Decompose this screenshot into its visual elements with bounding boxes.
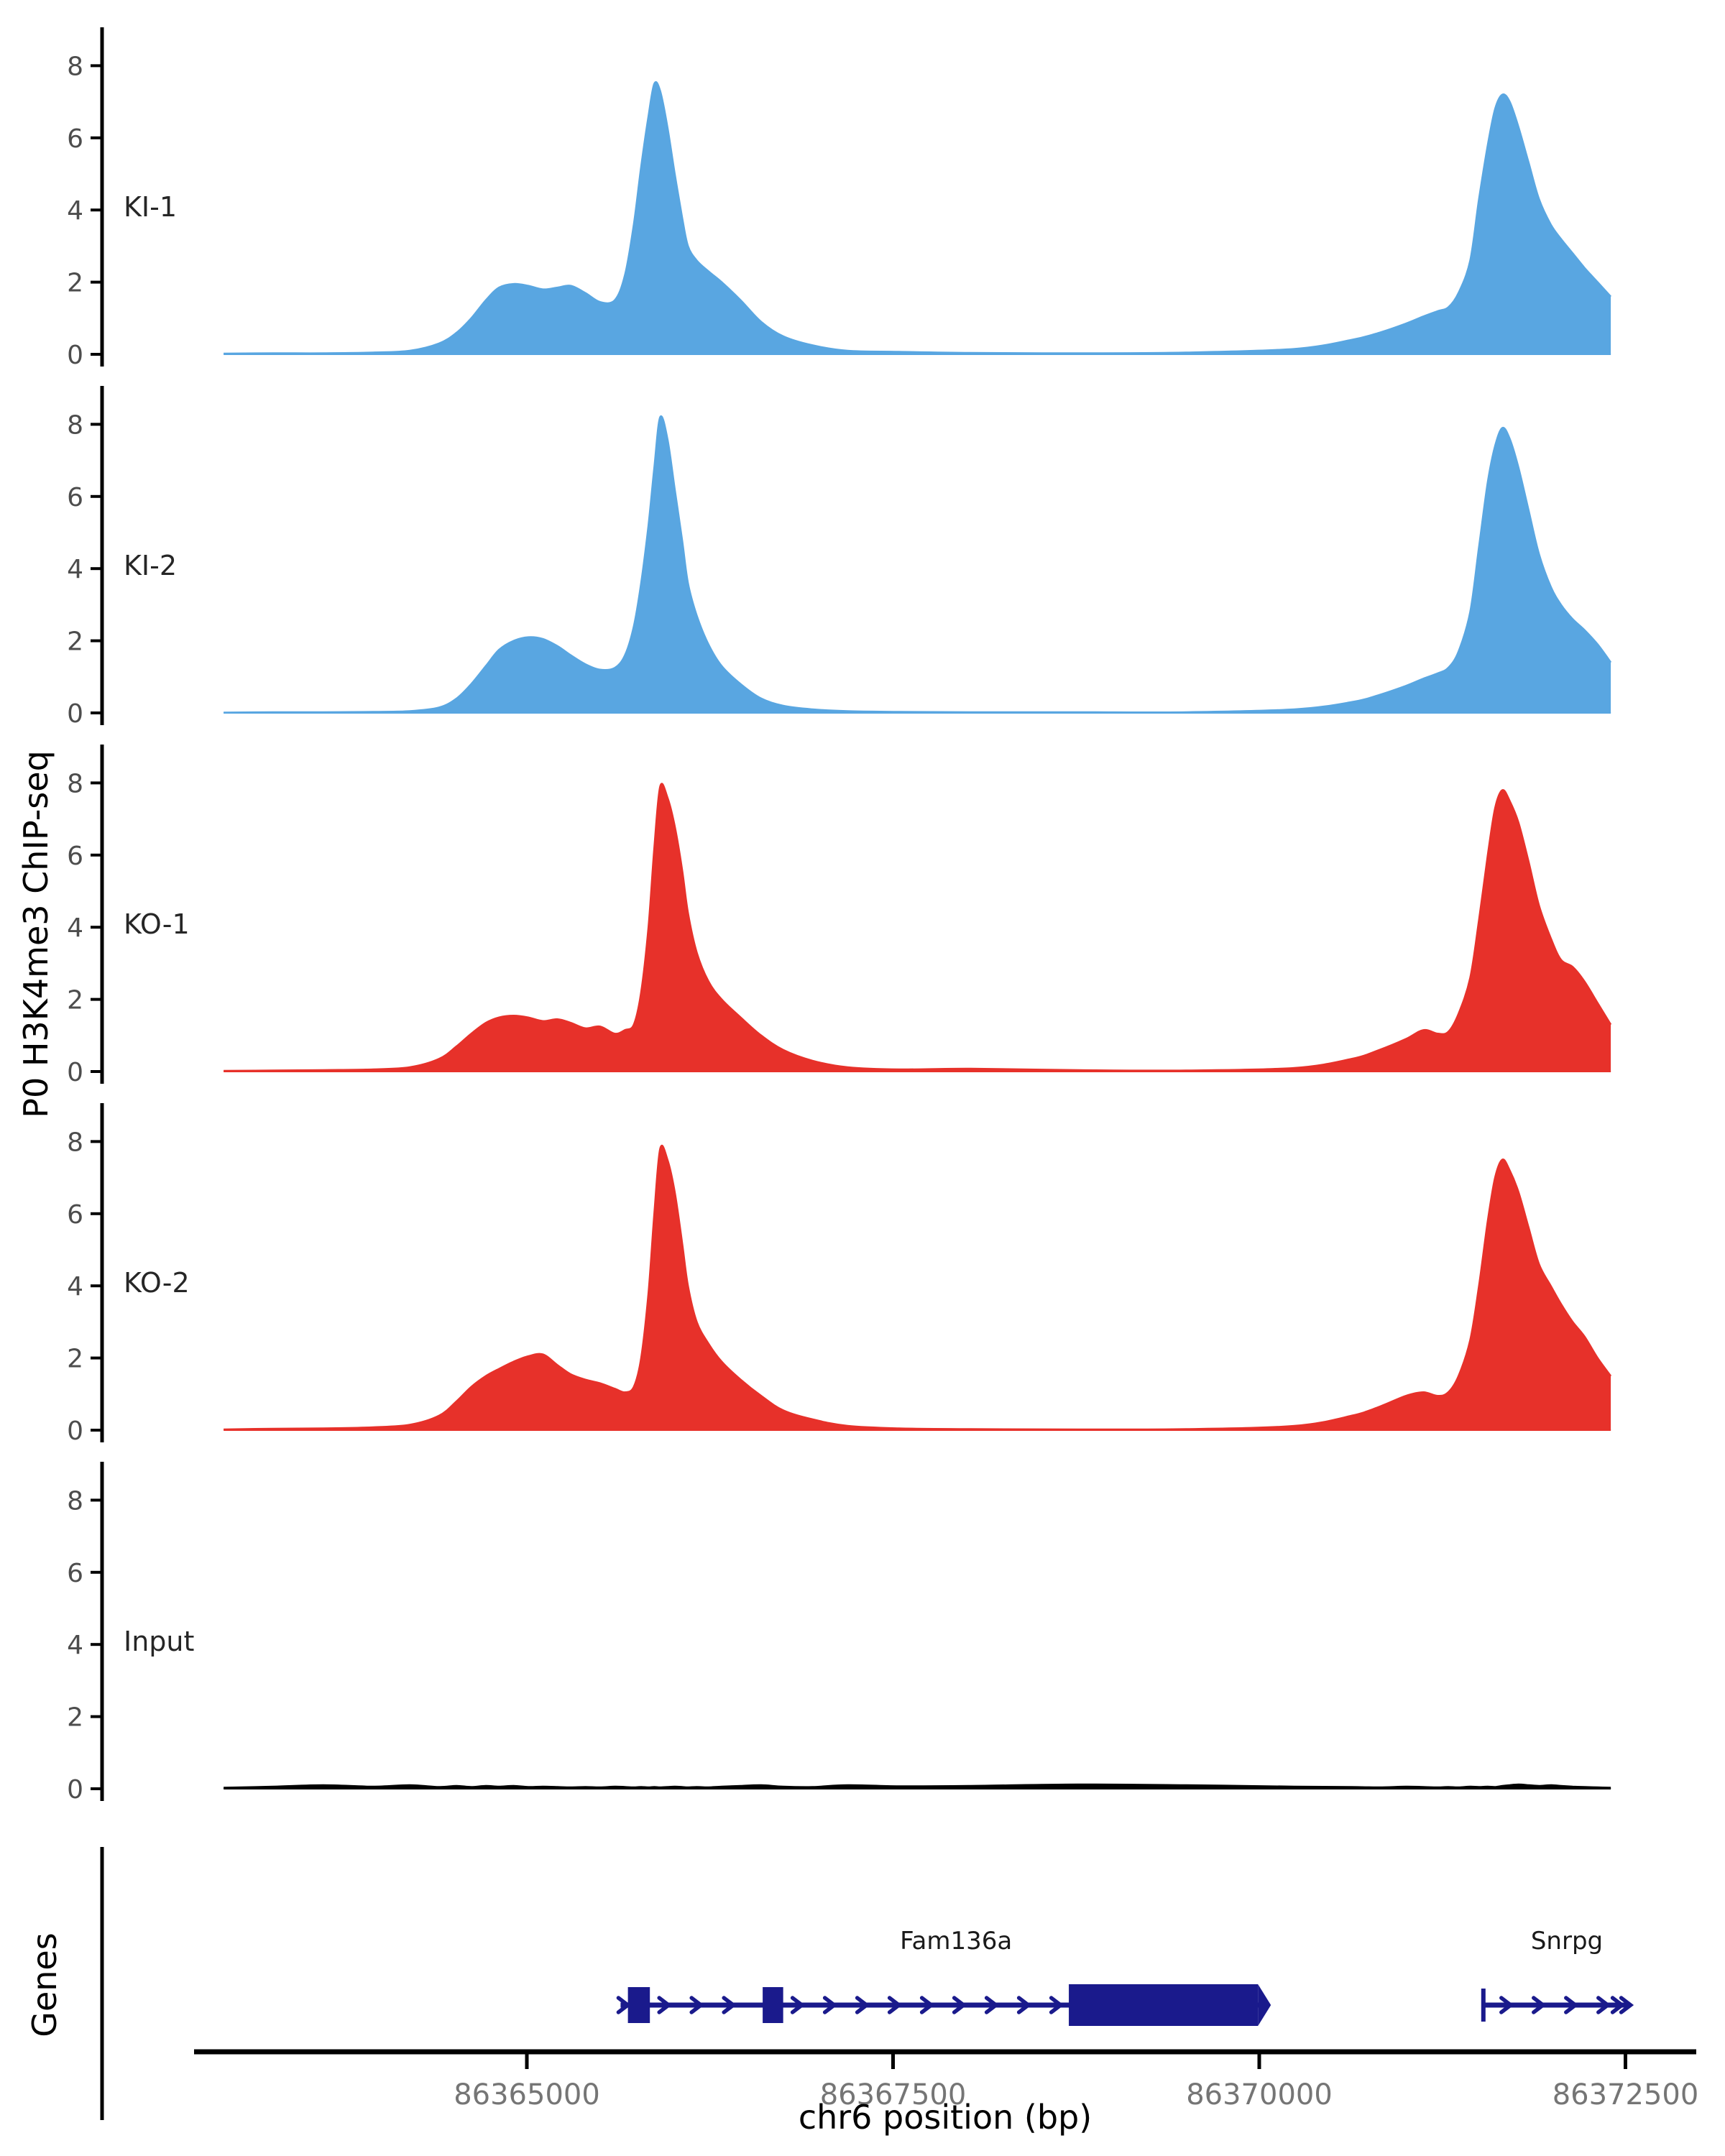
gene-label: Snrpg	[1531, 1927, 1603, 1955]
y-tick-label: 4	[67, 196, 83, 226]
y-tick-label: 2	[67, 627, 83, 657]
coverage-outline	[224, 1783, 1611, 1789]
coverage-outline	[224, 783, 1612, 1072]
x-tick-label: 86370000	[1186, 2078, 1333, 2111]
gene-exon	[763, 1987, 783, 2023]
y-tick-label: 0	[67, 1775, 83, 1805]
strand-arrow-icon	[1049, 1996, 1064, 2014]
gene-exon	[1069, 1984, 1259, 2026]
y-tick-label: 2	[67, 1703, 83, 1733]
y-tick-label: 8	[67, 1128, 83, 1157]
y-tick-label: 6	[67, 1559, 83, 1588]
track-KI-1: 0 2 4 6 8 KI-1	[67, 27, 1612, 370]
gene-Snrpg: Snrpg	[1481, 1927, 1634, 2022]
x-axis-title: chr6 position (bp)	[799, 2098, 1092, 2137]
y-tick-label: 4	[67, 913, 83, 943]
gene-exon	[627, 1987, 650, 2023]
strand-arrow-icon	[1610, 1996, 1626, 2014]
y-tick-label: 2	[67, 986, 83, 1015]
track-label: KO-2	[124, 1267, 190, 1299]
track-KI-2: 0 2 4 6 8 KI-2	[67, 386, 1612, 729]
strand-arrow-icon	[790, 1996, 806, 2014]
track-Input: 0 2 4 6 8 Input	[67, 1462, 1611, 1805]
track-label: Input	[124, 1626, 194, 1657]
y-tick-label: 6	[67, 842, 83, 871]
y-tick-label: 4	[67, 1272, 83, 1302]
y-tick-label: 0	[67, 1058, 83, 1087]
strand-arrow-icon	[1619, 1996, 1634, 2014]
x-tick-label: 86367500	[820, 2078, 967, 2111]
strand-arrow-icon	[1564, 1996, 1579, 2014]
genes-panel-label: Genes	[25, 1932, 64, 2037]
strand-arrow-icon	[722, 1996, 737, 2014]
coverage-tracks-layer: 0 2 4 6 8 KI-1 0 2 4 6 8 KI-2 0 2 4 6 8 KO-1 0 2 4 6 8 KO-2 0 2 4 6…	[67, 27, 1612, 1805]
y-tick-label: 6	[67, 1200, 83, 1230]
coverage-area	[224, 416, 1611, 713]
y-axis-title: P0 H3K4me3 ChIP-seq	[17, 750, 55, 1118]
strand-arrow-icon	[952, 1996, 967, 2014]
track-KO-2: 0 2 4 6 8 KO-2	[67, 1103, 1612, 1446]
gene-label: Fam136a	[900, 1927, 1012, 1955]
y-tick-label: 8	[67, 410, 83, 440]
track-label: KI-1	[124, 191, 177, 223]
strand-arrow-icon	[1596, 1996, 1611, 2014]
strand-arrow-icon	[887, 1996, 903, 2014]
genes-panel-layer: Fam136a Snrpg	[100, 1847, 1634, 2120]
y-tick-label: 8	[67, 769, 83, 798]
y-tick-label: 4	[67, 1631, 83, 1660]
track-label: KI-2	[124, 550, 177, 581]
y-tick-label: 2	[67, 1345, 83, 1374]
x-tick-label: 86365000	[454, 2078, 600, 2111]
gene-start-bar	[1481, 1989, 1486, 2022]
strand-arrow-icon	[1016, 1996, 1032, 2014]
strand-arrow-icon	[616, 1996, 631, 2014]
y-tick-label: 2	[67, 269, 83, 298]
x-tick-label: 86372500	[1552, 2078, 1699, 2111]
coverage-area	[224, 1146, 1611, 1430]
coverage-area	[224, 783, 1611, 1072]
coverage-outline	[224, 80, 1612, 355]
track-label: KO-1	[124, 908, 190, 940]
y-tick-label: 6	[67, 483, 83, 512]
y-tick-label: 0	[67, 341, 83, 370]
x-axis-layer: 86365000 86367500 86370000 86372500	[194, 2049, 1699, 2111]
strand-arrow-icon	[822, 1996, 838, 2014]
track-KO-1: 0 2 4 6 8 KO-1	[67, 745, 1612, 1087]
y-tick-label: 6	[67, 124, 83, 154]
gene-exon-tip	[1258, 1984, 1271, 2026]
strand-arrow-icon	[919, 1996, 935, 2014]
strand-arrow-icon	[855, 1996, 870, 2014]
y-tick-label: 8	[67, 52, 83, 81]
coverage-outline	[224, 415, 1612, 714]
strand-arrow-icon	[657, 1996, 672, 2014]
y-tick-label: 8	[67, 1486, 83, 1516]
strand-arrow-icon	[1499, 1996, 1514, 2014]
y-tick-label: 0	[67, 1416, 83, 1446]
coverage-area	[224, 82, 1611, 355]
strand-arrow-icon	[1532, 1996, 1547, 2014]
coverage-outline	[224, 1144, 1612, 1431]
gene-Fam136a: Fam136a	[616, 1927, 1271, 2026]
y-tick-label: 4	[67, 555, 83, 584]
strand-arrow-icon	[984, 1996, 1000, 2014]
y-tick-label: 0	[67, 699, 83, 729]
strand-arrow-icon	[689, 1996, 704, 2014]
